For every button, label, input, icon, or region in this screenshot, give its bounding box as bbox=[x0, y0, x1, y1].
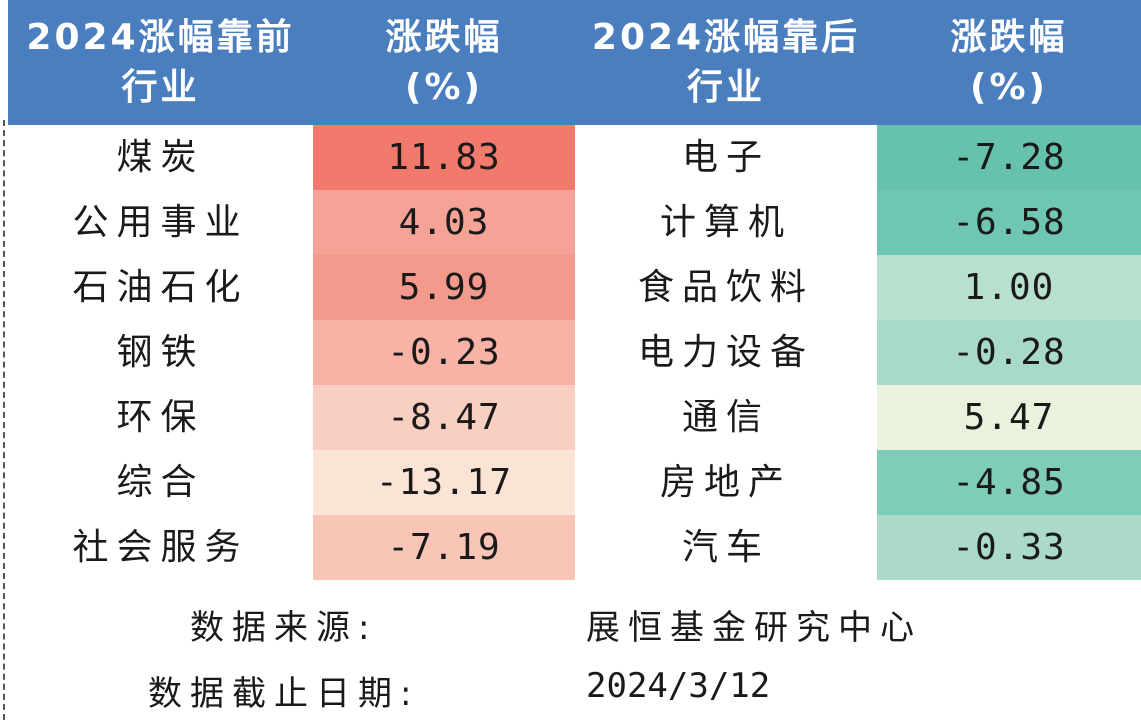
table-row: 石油石化 5.99 食品饮料 1.00 bbox=[8, 255, 1141, 320]
header-top-change-line2: (%) bbox=[405, 66, 483, 108]
top-industry-cell: 钢铁 bbox=[116, 332, 205, 373]
header-bottom-change-line1: 涨跌幅 bbox=[950, 16, 1068, 58]
header-top-change: 涨跌幅 (%) bbox=[313, 0, 575, 125]
top-change-cell: -8.47 bbox=[313, 385, 575, 450]
bottom-industry-cell: 计算机 bbox=[659, 202, 792, 243]
top-industry-cell: 煤炭 bbox=[116, 137, 205, 178]
bottom-industry-cell: 食品饮料 bbox=[637, 267, 814, 308]
table-footer: 数据来源: 展恒基金研究中心 数据截止日期: 2024/3/12 bbox=[8, 580, 1141, 720]
bottom-change-cell: 1.00 bbox=[877, 255, 1141, 320]
top-industry-cell: 社会服务 bbox=[72, 527, 249, 568]
header-top-change-line1: 涨跌幅 bbox=[385, 16, 503, 58]
header-top-industry-line2: 行业 bbox=[121, 66, 200, 108]
bottom-change-cell: -4.85 bbox=[877, 450, 1141, 515]
bottom-change-cell: -0.33 bbox=[877, 515, 1141, 580]
table-header: 2024涨幅靠前 行业 涨跌幅 (%) 2024涨幅靠后 行业 涨跌幅 (%) bbox=[8, 0, 1141, 125]
top-change-cell: -13.17 bbox=[313, 450, 575, 515]
header-bottom-industry-line1: 2024涨幅靠后 bbox=[591, 16, 861, 58]
selection-dashed-border bbox=[3, 120, 5, 720]
table-row: 公用事业 4.03 计算机 -6.58 bbox=[8, 190, 1141, 255]
top-industry-cell: 环保 bbox=[116, 397, 205, 438]
bottom-change-cell: -6.58 bbox=[877, 190, 1141, 255]
table-body: 煤炭 11.83 电子 -7.28 公用事业 4.03 计算机 -6.58 石油… bbox=[8, 125, 1141, 580]
header-top-industry-line1: 2024涨幅靠前 bbox=[26, 16, 295, 58]
top-change-cell: 4.03 bbox=[313, 190, 575, 255]
top-industry-cell: 石油石化 bbox=[72, 267, 249, 308]
table-row: 综合 -13.17 房地产 -4.85 bbox=[8, 450, 1141, 515]
top-industry-cell: 综合 bbox=[116, 462, 205, 503]
header-bottom-industry: 2024涨幅靠后 行业 bbox=[575, 0, 877, 125]
date-label: 数据截止日期: bbox=[148, 674, 420, 714]
top-change-cell: -7.19 bbox=[313, 515, 575, 580]
source-value: 展恒基金研究中心 bbox=[586, 608, 922, 648]
bottom-change-cell: -0.28 bbox=[877, 320, 1141, 385]
bottom-industry-cell: 电子 bbox=[681, 137, 770, 178]
header-bottom-change: 涨跌幅 (%) bbox=[877, 0, 1141, 125]
top-change-cell: 5.99 bbox=[313, 255, 575, 320]
table-row: 钢铁 -0.23 电力设备 -0.28 bbox=[8, 320, 1141, 385]
bottom-change-cell: 5.47 bbox=[877, 385, 1141, 450]
bottom-change-cell: -7.28 bbox=[877, 125, 1141, 190]
source-label: 数据来源: bbox=[190, 608, 378, 648]
header-bottom-change-line2: (%) bbox=[970, 66, 1048, 108]
top-industry-cell: 公用事业 bbox=[72, 202, 249, 243]
bottom-industry-cell: 通信 bbox=[681, 397, 770, 438]
bottom-industry-cell: 汽车 bbox=[681, 527, 770, 568]
top-change-cell: -0.23 bbox=[313, 320, 575, 385]
bottom-industry-cell: 电力设备 bbox=[637, 332, 814, 373]
bottom-industry-cell: 房地产 bbox=[659, 462, 792, 503]
table-row: 环保 -8.47 通信 5.47 bbox=[8, 385, 1141, 450]
date-value: 2024/3/12 bbox=[586, 666, 771, 706]
header-top-industry: 2024涨幅靠前 行业 bbox=[8, 0, 313, 125]
table-row: 社会服务 -7.19 汽车 -0.33 bbox=[8, 515, 1141, 580]
table-row: 煤炭 11.83 电子 -7.28 bbox=[8, 125, 1141, 190]
header-bottom-industry-line2: 行业 bbox=[686, 66, 765, 108]
top-change-cell: 11.83 bbox=[313, 125, 575, 190]
